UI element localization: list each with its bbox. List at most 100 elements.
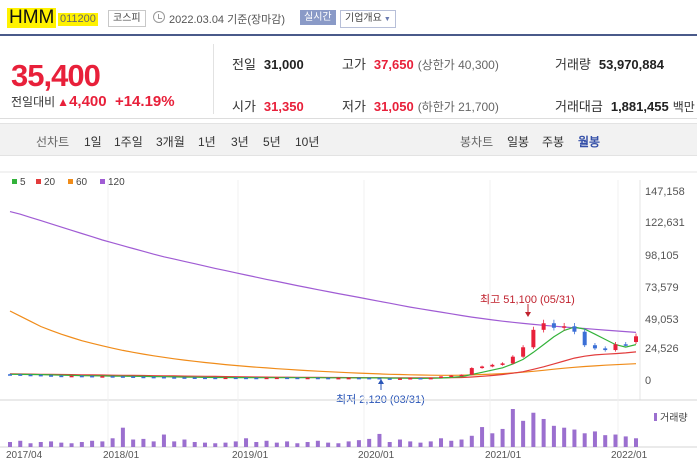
tab-monthly[interactable]: 월봉 [578, 135, 601, 149]
candle-body [213, 377, 218, 380]
prev-close-cell: 전일 31,000 [232, 54, 304, 73]
volume-bar [244, 438, 249, 447]
volume-bar [161, 434, 166, 447]
candle-body [418, 377, 423, 380]
candle-body [69, 375, 74, 378]
tab-1year[interactable]: 1년 [198, 135, 216, 149]
candle-body [582, 331, 587, 346]
volume-bar [8, 442, 12, 447]
candle-body [439, 376, 444, 378]
stock-header: HMM 011200 코스피 2022.03.04 기준(장마감) 실시간 기업… [0, 0, 697, 34]
candle-body [377, 377, 382, 380]
volume-bar [202, 442, 207, 447]
candle-body [192, 377, 197, 379]
candle-body [202, 377, 207, 380]
volume-bar [469, 435, 474, 447]
candle-body [110, 376, 115, 378]
legend-swatch [68, 179, 73, 184]
lower-limit: (하한가 21,700) [417, 100, 499, 114]
candle-body [90, 375, 95, 378]
volume-bar [367, 438, 372, 447]
candle-body [500, 363, 505, 365]
volume-bar [449, 440, 454, 447]
candle-body [367, 377, 372, 380]
candle-body [408, 377, 413, 380]
candle-body [449, 375, 454, 378]
legend-ma120: 120 [100, 177, 125, 188]
candle-body [551, 323, 556, 328]
candle-body [531, 329, 536, 348]
volume-bar [131, 439, 136, 447]
tab-daily[interactable]: 일봉 [507, 135, 530, 149]
volume-bar [223, 442, 228, 447]
volume-bar [233, 441, 238, 447]
ma5-line [9, 326, 637, 380]
volume-bar [541, 418, 546, 447]
volume-bar [418, 442, 423, 447]
volume-bar [480, 427, 485, 447]
base-date: 2022.03.04 기준(장마감) [169, 14, 286, 26]
high-label: 고가 [342, 57, 366, 72]
volume-bar [408, 441, 413, 447]
tab-weekly[interactable]: 주봉 [542, 135, 565, 149]
tab-3year[interactable]: 3년 [231, 135, 249, 149]
x-tick: 2019/01 [232, 450, 269, 461]
candle-body [315, 377, 320, 380]
volume-bar [551, 425, 556, 447]
volume-bar [285, 441, 290, 447]
candle-body [572, 326, 577, 332]
volume-bar [151, 441, 156, 447]
volume-bar [192, 442, 197, 447]
volume-bar [213, 443, 218, 447]
x-tick: 2021/01 [485, 450, 522, 461]
volume-bar [305, 442, 310, 447]
stock-name: HMM [7, 7, 57, 28]
volume-bar [38, 442, 43, 447]
volume-bar [90, 440, 95, 447]
realtime-button[interactable]: 실시간 [300, 10, 336, 25]
candle-body [356, 377, 361, 380]
open-value: 31,350 [263, 99, 304, 114]
y-tick: 98,105 [645, 250, 679, 262]
candle-body [141, 376, 146, 379]
candle-body [562, 326, 567, 328]
x-tick: 2018/01 [103, 450, 140, 461]
legend-label: 5 [20, 177, 26, 188]
volume-bar [326, 442, 331, 447]
tab-10year[interactable]: 10년 [295, 135, 320, 149]
volume-label: 거래량 [555, 57, 591, 72]
upper-limit: (상한가 40,300) [417, 58, 499, 72]
legend-ma5: 5 [12, 177, 26, 188]
volume-bar [377, 433, 382, 447]
volume-value: 53,970,884 [598, 57, 664, 72]
candle-body [326, 377, 331, 380]
amount-label: 거래대금 [555, 99, 603, 114]
change-label: 전일대비 [11, 95, 56, 109]
company-info-dropdown[interactable]: 기업개요 ▼ [340, 10, 396, 28]
volume-bar [510, 409, 515, 447]
ma60-line [9, 310, 637, 376]
volume-bar [346, 441, 351, 447]
candle-body [428, 377, 433, 380]
tab-3month[interactable]: 3개월 [156, 135, 185, 149]
open-cell: 시가 31,350 [232, 96, 304, 115]
stock-code: 011200 [58, 13, 98, 26]
volume-cell: 거래량 53,970,884 [555, 54, 664, 73]
high-value: 37,650 [373, 57, 414, 72]
prev-close-label: 전일 [232, 57, 256, 72]
candle-body [469, 368, 474, 375]
tab-5year[interactable]: 5년 [263, 135, 281, 149]
legend-label: 120 [108, 177, 125, 188]
volume-bar [500, 428, 505, 447]
volume-bar [490, 433, 495, 447]
candle-body [387, 378, 392, 380]
volume-bar [141, 438, 146, 447]
y-tick: 24,526 [645, 343, 679, 355]
volume-bar [428, 441, 433, 447]
candle-body [264, 377, 269, 380]
tab-1day[interactable]: 1일 [84, 135, 102, 149]
volume-bar [264, 440, 269, 447]
volume-bar [100, 441, 105, 447]
volume-bar [28, 443, 33, 447]
tab-1week[interactable]: 1주일 [114, 135, 143, 149]
